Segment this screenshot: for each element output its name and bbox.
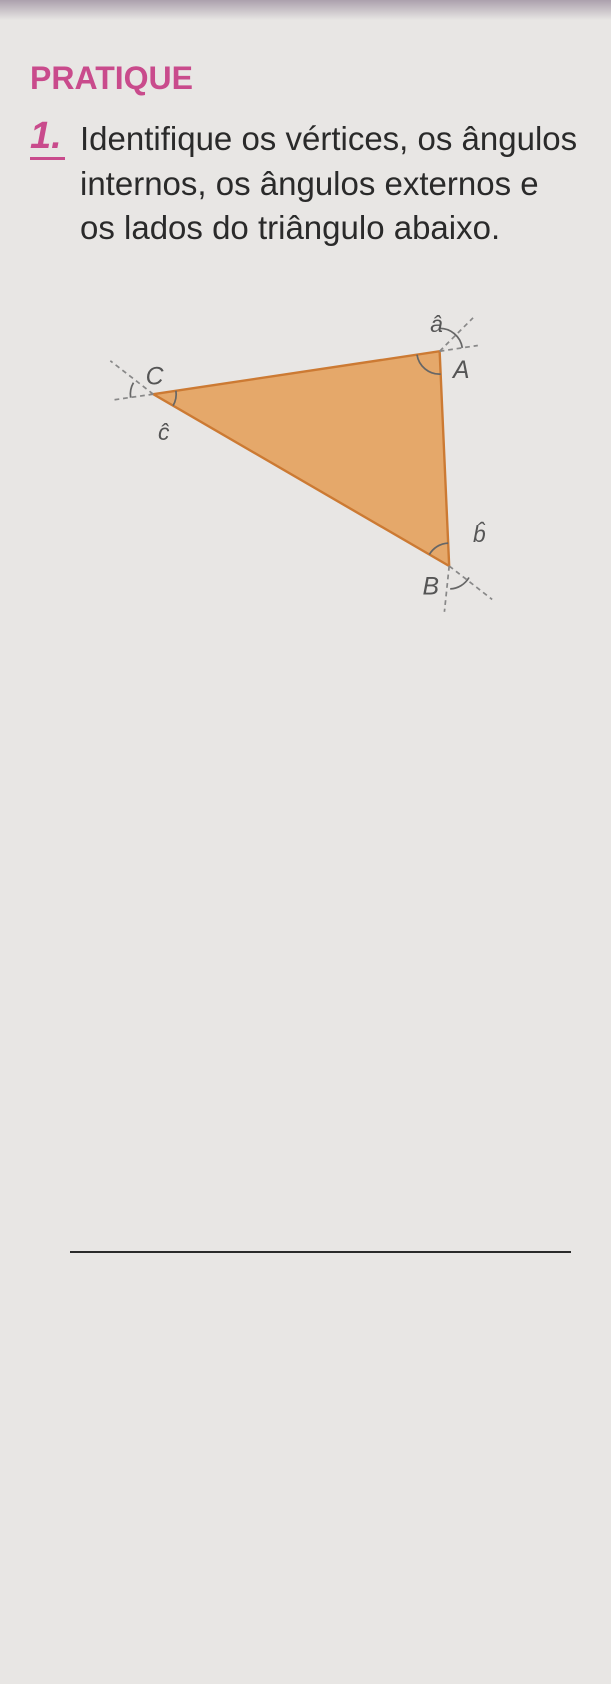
triangle-diagram: A B C â b̂ ĉ bbox=[96, 291, 516, 631]
triangle-fill bbox=[153, 351, 449, 566]
page-top-shadow bbox=[0, 0, 611, 20]
svg-text:B: B bbox=[422, 573, 439, 600]
question-block: 1. Identifique os vértices, os ângulos i… bbox=[30, 117, 581, 251]
svg-text:ĉ: ĉ bbox=[158, 419, 170, 445]
figure-container: A B C â b̂ ĉ bbox=[30, 291, 581, 631]
svg-text:C: C bbox=[145, 363, 164, 390]
svg-text:A: A bbox=[451, 357, 470, 384]
section-header: PRATIQUE bbox=[30, 60, 581, 97]
question-number: 1. bbox=[30, 117, 65, 160]
question-text: Identifique os vértices, os ângulos inte… bbox=[80, 117, 581, 251]
svg-text:â: â bbox=[430, 311, 443, 337]
answer-line bbox=[70, 1251, 571, 1253]
svg-text:b̂: b̂ bbox=[473, 521, 486, 547]
